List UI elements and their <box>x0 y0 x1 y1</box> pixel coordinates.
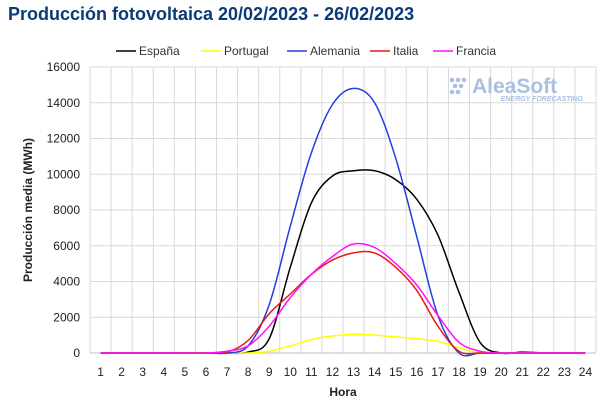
y-tick-label: 14000 <box>47 96 81 110</box>
x-tick-label: 11 <box>305 365 318 379</box>
x-tick-label: 10 <box>284 365 298 379</box>
x-tick-label: 14 <box>368 365 382 379</box>
y-tick-label: 0 <box>73 346 80 360</box>
y-tick-label: 10000 <box>47 167 81 181</box>
x-tick-label: 1 <box>97 365 104 379</box>
x-tick-label: 9 <box>266 365 273 379</box>
chart-title: Producción fotovoltaica 20/02/2023 - 26/… <box>8 4 415 24</box>
y-tick-label: 12000 <box>47 132 81 146</box>
x-tick-label: 7 <box>224 365 231 379</box>
x-tick-label: 19 <box>473 365 487 379</box>
x-tick-label: 4 <box>160 365 167 379</box>
x-tick-label: 5 <box>182 365 189 379</box>
aleasoft-watermark: AleaSoft ENERGY FORECASTING <box>449 75 584 103</box>
legend: España Portugal Alemania Italia Francia <box>116 44 496 58</box>
y-tick-label: 2000 <box>53 310 80 324</box>
x-tick-label: 15 <box>389 365 403 379</box>
x-tick-label: 16 <box>410 365 424 379</box>
x-tick-label: 18 <box>452 365 466 379</box>
legend-label-francia: Francia <box>456 44 496 58</box>
dots-logo-icon <box>449 77 467 95</box>
y-tick-label: 16000 <box>47 60 81 74</box>
series-line-francia <box>100 242 586 354</box>
x-tick-label: 21 <box>516 365 530 379</box>
legend-label-italia: Italia <box>393 44 419 58</box>
x-tick-label: 12 <box>326 365 340 379</box>
x-axis-ticks: 1 2 3 4 5 6 7 8 9 10 11 12 13 14 15 16 17 18 19 20 21 22 23 24 <box>97 365 592 379</box>
y-axis-title: Producción media (MWh) <box>21 138 35 282</box>
legend-label-alemania: Alemania <box>310 44 360 58</box>
x-tick-label: 20 <box>494 365 508 379</box>
x-tick-label: 17 <box>431 365 445 379</box>
grid-lines <box>89 66 597 354</box>
y-tick-label: 4000 <box>53 275 80 289</box>
legend-label-portugal: Portugal <box>224 44 269 58</box>
x-tick-label: 6 <box>203 365 210 379</box>
y-axis-ticks: 0 2000 4000 6000 8000 10000 12000 14000 16000 <box>47 60 81 360</box>
x-tick-label: 24 <box>579 365 593 379</box>
series-lines <box>100 87 586 357</box>
watermark-tagline: ENERGY FORECASTING <box>501 96 584 103</box>
x-tick-label: 23 <box>558 365 572 379</box>
x-tick-label: 2 <box>118 365 125 379</box>
x-tick-label: 22 <box>537 365 551 379</box>
x-tick-label: 8 <box>245 365 252 379</box>
x-axis-title: Hora <box>329 385 357 399</box>
y-tick-label: 6000 <box>53 239 80 253</box>
watermark-brand: AleaSoft <box>472 75 557 98</box>
legend-label-espana: España <box>139 44 180 58</box>
x-tick-label: 13 <box>347 365 361 379</box>
x-tick-label: 3 <box>139 365 146 379</box>
y-tick-label: 8000 <box>53 203 80 217</box>
